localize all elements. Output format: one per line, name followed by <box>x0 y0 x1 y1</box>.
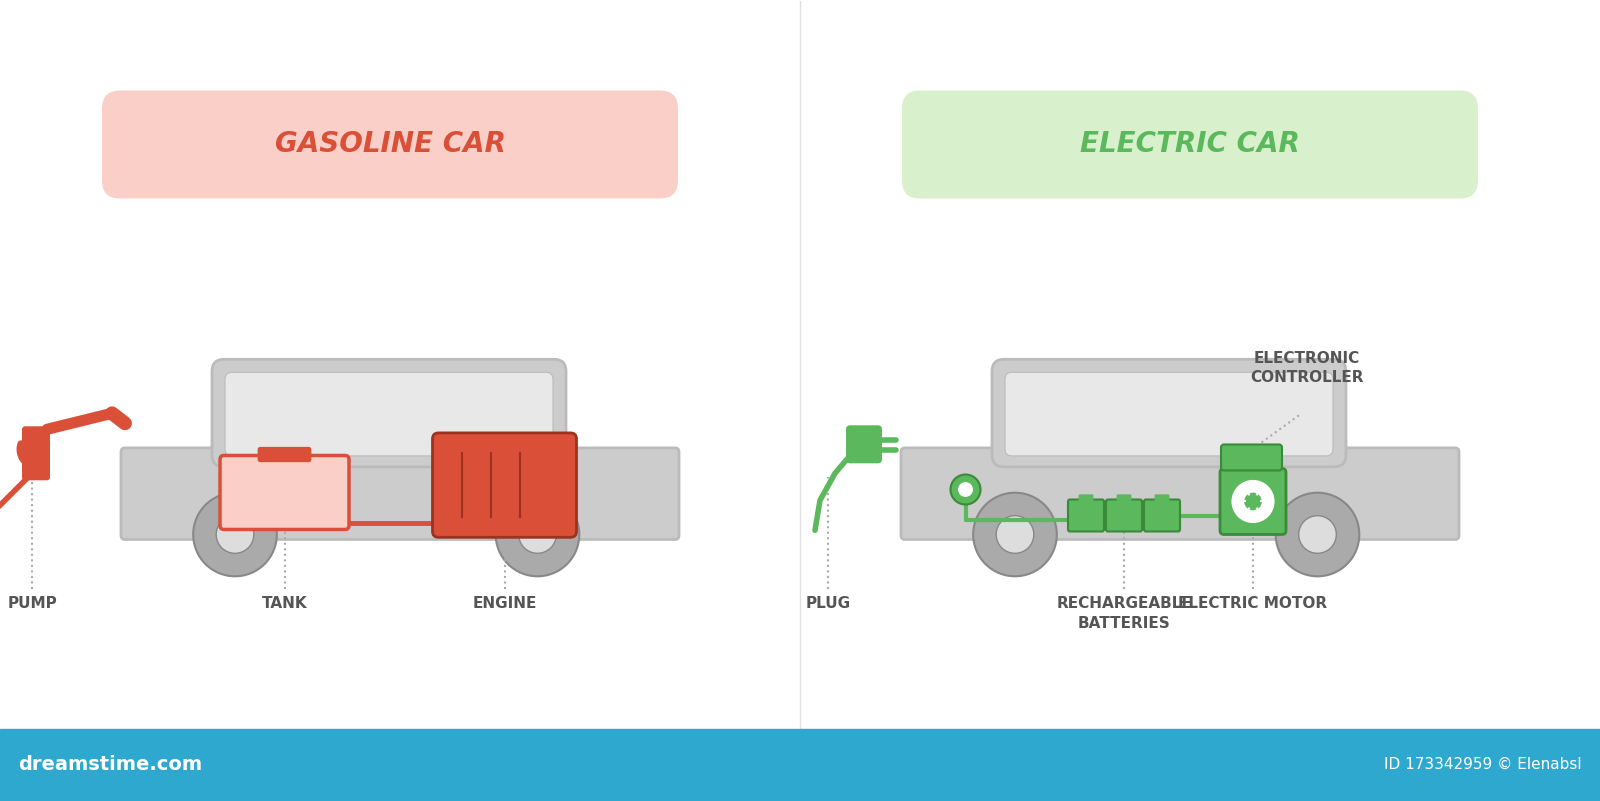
Circle shape <box>216 516 254 553</box>
FancyBboxPatch shape <box>432 433 576 537</box>
FancyBboxPatch shape <box>211 360 566 467</box>
Text: PUMP: PUMP <box>6 597 58 611</box>
Circle shape <box>518 516 557 553</box>
Circle shape <box>1299 516 1336 553</box>
FancyBboxPatch shape <box>1117 494 1131 502</box>
Circle shape <box>1232 481 1274 522</box>
Text: ENGINE: ENGINE <box>472 597 536 611</box>
FancyBboxPatch shape <box>1155 494 1170 502</box>
FancyBboxPatch shape <box>22 426 50 481</box>
Circle shape <box>1275 493 1360 576</box>
Text: ID 173342959 © Elenabsl: ID 173342959 © Elenabsl <box>1384 757 1582 772</box>
Text: TANK: TANK <box>262 597 307 611</box>
Circle shape <box>950 474 981 505</box>
FancyBboxPatch shape <box>102 91 678 199</box>
FancyBboxPatch shape <box>1078 494 1093 502</box>
Circle shape <box>958 483 973 497</box>
Text: ELECTRIC MOTOR: ELECTRIC MOTOR <box>1179 597 1328 611</box>
FancyBboxPatch shape <box>226 372 554 456</box>
FancyBboxPatch shape <box>1221 445 1282 470</box>
Text: RECHARGEABLE
BATTERIES: RECHARGEABLE BATTERIES <box>1056 597 1192 631</box>
FancyBboxPatch shape <box>992 360 1346 467</box>
Text: ELECTRONIC
CONTROLLER: ELECTRONIC CONTROLLER <box>1250 351 1363 385</box>
FancyBboxPatch shape <box>1005 372 1333 456</box>
Text: dreamstime.com: dreamstime.com <box>18 755 202 774</box>
Circle shape <box>1245 493 1261 509</box>
FancyBboxPatch shape <box>1221 469 1286 534</box>
FancyBboxPatch shape <box>901 448 1459 540</box>
FancyBboxPatch shape <box>221 456 349 529</box>
Circle shape <box>496 493 579 576</box>
Bar <box>0 728 1600 800</box>
FancyBboxPatch shape <box>1069 500 1104 532</box>
FancyBboxPatch shape <box>258 448 310 461</box>
Text: ELECTRIC CAR: ELECTRIC CAR <box>1080 131 1299 159</box>
FancyBboxPatch shape <box>122 448 678 540</box>
FancyBboxPatch shape <box>1106 500 1142 532</box>
FancyBboxPatch shape <box>1144 500 1181 532</box>
FancyBboxPatch shape <box>902 91 1478 199</box>
FancyBboxPatch shape <box>846 425 882 463</box>
Text: PLUG: PLUG <box>805 597 851 611</box>
Text: GASOLINE CAR: GASOLINE CAR <box>275 131 506 159</box>
Circle shape <box>973 493 1058 576</box>
Circle shape <box>997 516 1034 553</box>
Circle shape <box>194 493 277 576</box>
